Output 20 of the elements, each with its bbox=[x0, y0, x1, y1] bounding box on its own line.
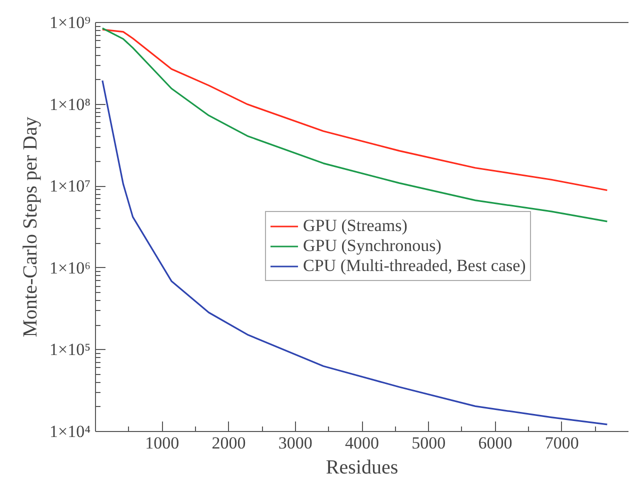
x-tick-label: 1000 bbox=[145, 434, 180, 452]
line-series bbox=[102, 80, 608, 426]
legend-label: GPU (Streams) bbox=[303, 216, 408, 236]
x-tick-label: 4000 bbox=[345, 434, 379, 452]
x-axis-title: Residues bbox=[326, 456, 398, 478]
line-series bbox=[102, 28, 608, 192]
y-tick-label: 1×10⁹ bbox=[49, 13, 91, 32]
x-tick-label: 3000 bbox=[278, 434, 312, 452]
legend-label: GPU (Synchronous) bbox=[303, 236, 442, 256]
x-tick-label: 5000 bbox=[412, 434, 446, 452]
x-tick-label: 6000 bbox=[478, 434, 512, 452]
y-axis-title: Monte-Carlo Steps per Day bbox=[19, 116, 42, 338]
y-tick-label: 1×10⁴ bbox=[49, 422, 91, 441]
y-tick-label: 1×10⁸ bbox=[49, 94, 91, 114]
x-tick-label: 7000 bbox=[544, 434, 579, 452]
x-tick-label: 2000 bbox=[212, 434, 246, 452]
legend-label: CPU (Multi-threaded, Best case) bbox=[303, 256, 526, 276]
y-tick-label: 1×10⁷ bbox=[49, 176, 91, 196]
y-tick-label: 1×10⁶ bbox=[49, 258, 91, 278]
y-tick-label: 1×10⁵ bbox=[49, 340, 91, 360]
